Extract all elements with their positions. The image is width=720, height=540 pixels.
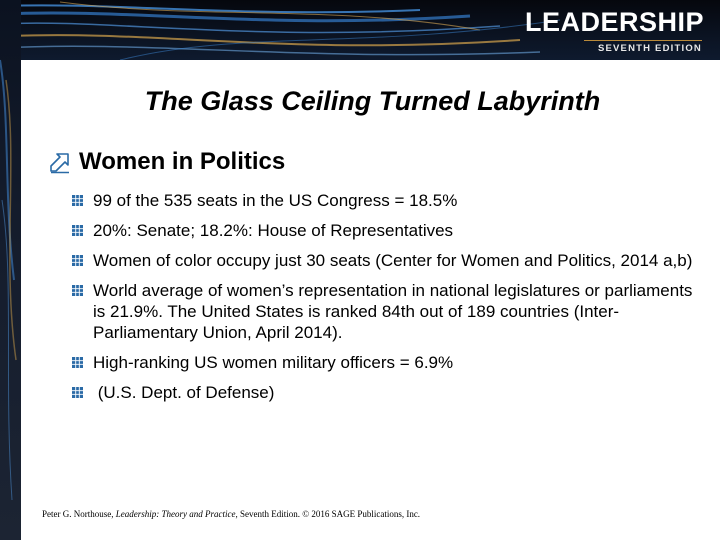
list-item: (U.S. Dept. of Defense) (72, 382, 702, 403)
grid-square-bullet-icon (72, 225, 83, 236)
arrow-outline-icon (50, 153, 69, 174)
list-item: High-ranking US women military officers … (72, 352, 702, 373)
bullet-text: Women of color occupy just 30 seats (Cen… (93, 251, 693, 270)
bullet-text: World average of women’s representation … (93, 281, 693, 342)
bullet-text: (U.S. Dept. of Defense) (93, 383, 275, 402)
section-heading: Women in Politics (48, 148, 285, 176)
strip-streaks-graphic (0, 59, 17, 501)
bullet-text: 20%: Senate; 18.2%: House of Representat… (93, 221, 454, 240)
left-decorative-strip (0, 0, 21, 540)
list-item: 99 of the 535 seats in the US Congress =… (72, 190, 702, 211)
grid-square-bullet-icon (72, 387, 83, 398)
section-heading-text: Women in Politics (79, 148, 286, 175)
footer-book-title: Leadership: Theory and Practice (115, 509, 236, 519)
list-item: 20%: Senate; 18.2%: House of Representat… (72, 220, 702, 241)
grid-square-bullet-icon (72, 255, 83, 266)
slide-title: The Glass Ceiling Turned Labyrinth (144, 86, 601, 116)
bullet-text: High-ranking US women military officers … (93, 353, 454, 372)
grid-square-bullet-icon (72, 195, 83, 206)
footer-rest: , Seventh Edition. © 2016 SAGE Publicati… (235, 509, 421, 519)
grid-square-bullet-icon (72, 357, 83, 368)
footer-author: Peter G. Northouse (42, 509, 112, 519)
brand-edition: SEVENTH EDITION (584, 40, 702, 54)
bullet-text: 99 of the 535 seats in the US Congress =… (93, 191, 458, 210)
header-banner: LEADERSHIP SEVENTH EDITION (0, 0, 720, 60)
banner-streaks-graphic (0, 1, 561, 60)
brand-title: LEADERSHIP (524, 7, 704, 37)
grid-square-bullet-icon (72, 285, 83, 296)
list-item: World average of women’s representation … (72, 280, 702, 343)
bullet-list: 99 of the 535 seats in the US Congress =… (72, 190, 702, 412)
citation-footer: Peter G. Northouse, Leadership: Theory a… (42, 509, 421, 519)
list-item: Women of color occupy just 30 seats (Cen… (72, 250, 702, 271)
